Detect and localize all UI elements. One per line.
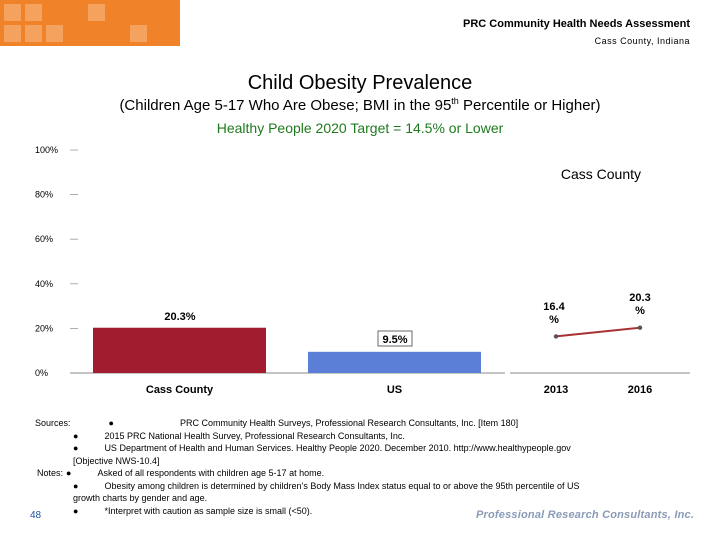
y-tick-label: 20%	[35, 323, 53, 333]
y-tick-label: 60%	[35, 234, 53, 244]
target-note: Healthy People 2020 Target = 14.5% or Lo…	[216, 120, 504, 136]
trend-value-label: %	[549, 314, 559, 326]
bar-value-box	[377, 330, 413, 347]
source-line-2: ● 2015 PRC National Health Survey, Profes…	[73, 430, 405, 441]
bar-value-label: 9.5%	[382, 334, 407, 346]
chart-subtitle: (Children Age 5-17 Who Are Obese; BMI in…	[119, 96, 601, 114]
report-location: Cass County, Indiana	[594, 36, 690, 46]
page-number: 48	[30, 510, 42, 521]
source-line-4: [Objective NWS-10.4]	[73, 455, 160, 466]
y-tick-label: 40%	[35, 279, 53, 289]
x-category-label: US	[387, 384, 402, 396]
x-category-label: Cass County	[146, 384, 214, 396]
bar-value-label: 20.3%	[164, 311, 195, 323]
trend-x-label: 2016	[628, 384, 652, 396]
note-line-2: ● Obesity among children is determined by…	[73, 480, 580, 491]
trend-x-label: 2013	[544, 384, 568, 396]
prc-logo-block	[0, 0, 180, 46]
company-footer-logo: Professional Research Consultants, Inc.	[476, 509, 695, 521]
bar-cass-county	[93, 327, 266, 373]
trend-value-label: 20.3	[629, 292, 650, 304]
trend-point	[637, 325, 643, 330]
trend-point	[553, 334, 559, 339]
source-line-1: Sources: ● PRC Community Health Surveys, P…	[35, 418, 519, 428]
trend-value-label: %	[635, 305, 645, 317]
y-tick-label: 100%	[35, 145, 58, 155]
bar-us	[308, 351, 481, 373]
y-tick-label: 0%	[35, 368, 48, 378]
note-line-3: growth charts by gender and age.	[73, 493, 208, 503]
chart-title: Child Obesity Prevalence	[247, 72, 473, 94]
report-title: PRC Community Health Needs Assessment	[463, 18, 690, 30]
trend-value-label: 16.4	[543, 301, 565, 313]
sources-notes: Sources: ● PRC Community Health Surveys, P…	[35, 417, 695, 517]
trend-line	[555, 326, 641, 338]
chart: 100% 80% 60% 40% 20% 0% Cass County US 20.3% 9.5%…	[35, 145, 690, 396]
note-line-1: Notes: ● Asked of all respondents with chi…	[37, 468, 325, 478]
note-line-4: ● *Interpret with caution as sample size …	[73, 505, 313, 516]
trend-legend: Cass County	[561, 166, 641, 182]
source-line-3: ● US Department of Health and Human Servi…	[73, 443, 571, 453]
y-tick-label: 80%	[35, 190, 53, 200]
